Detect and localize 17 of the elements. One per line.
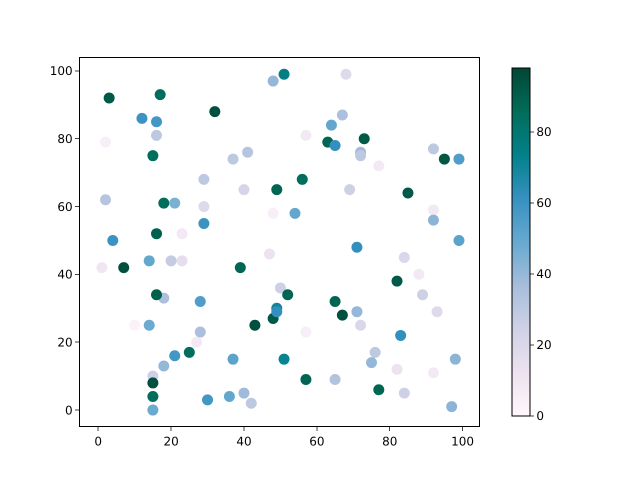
x-tick-label: 80 xyxy=(382,434,398,448)
y-tick-label: 60 xyxy=(57,200,73,214)
y-tick-label: 80 xyxy=(57,132,73,146)
y-tick-label: 100 xyxy=(50,64,73,78)
color-bar-label: 0 xyxy=(536,409,544,424)
color-bar-label: 20 xyxy=(536,338,552,352)
x-tick-label: 0 xyxy=(94,434,102,448)
x-tick-label: 20 xyxy=(163,434,179,448)
x-tick-label: 60 xyxy=(309,434,324,448)
color-bar-label: 60 xyxy=(536,196,552,210)
color-bar-label: 40 xyxy=(536,267,552,282)
y-tick-label: 40 xyxy=(57,268,73,282)
color-bar-label: 80 xyxy=(536,125,552,140)
y-tick-label: 20 xyxy=(57,335,73,350)
x-tick-label: 40 xyxy=(236,434,252,448)
y-tick-label: 0 xyxy=(64,403,73,418)
x-tick-label: 100 xyxy=(451,434,474,448)
